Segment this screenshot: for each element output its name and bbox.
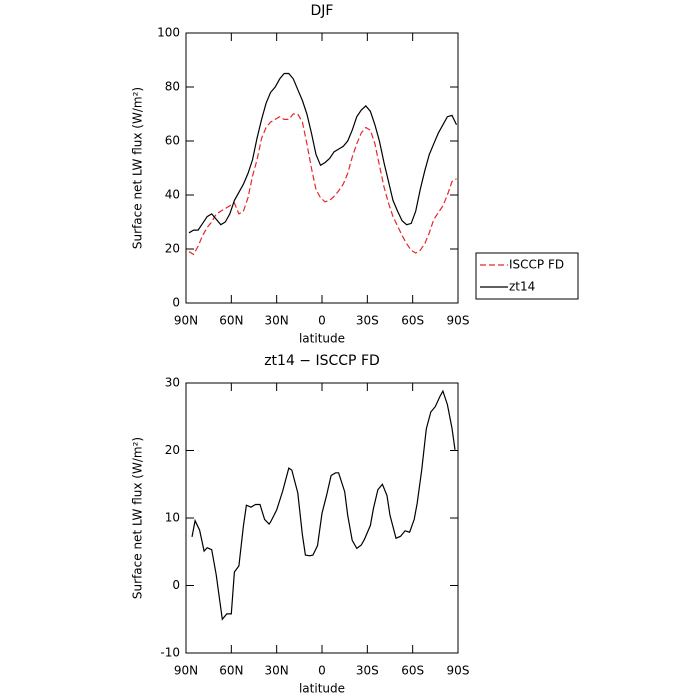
x-tick-label: 60S: [401, 664, 424, 678]
y-tick-label: 0: [172, 296, 180, 310]
y-tick-label: 30: [165, 376, 180, 390]
x-tick-label: 60N: [219, 664, 243, 678]
x-tick-label: 30S: [356, 314, 379, 328]
y-axis-label: Surface net LW flux (W/m²): [131, 87, 145, 249]
x-tick-label: 0: [318, 314, 326, 328]
y-tick-label: 0: [172, 578, 180, 592]
x-tick-label: 60N: [219, 314, 243, 328]
x-tick-label: 90S: [447, 664, 470, 678]
x-tick-label: 30N: [265, 664, 289, 678]
y-tick-label: 20: [165, 443, 180, 457]
y-tick-label: 10: [165, 511, 180, 525]
series-line: [191, 389, 456, 621]
y-tick-label: 60: [165, 134, 180, 148]
y-tick-label: -10: [160, 646, 180, 660]
legend-box: [475, 252, 579, 300]
y-tick-label: 40: [165, 188, 180, 202]
x-tick-label: 0: [318, 664, 326, 678]
x-tick-label: 90N: [174, 664, 198, 678]
y-tick-label: 20: [165, 242, 180, 256]
x-tick-label: 30S: [356, 664, 379, 678]
series-line: [188, 72, 458, 234]
y-axis-label: Surface net LW flux (W/m²): [131, 437, 145, 599]
x-tick-label: 60S: [401, 314, 424, 328]
x-axis-label: latitude: [299, 682, 345, 696]
y-tick-label: 100: [157, 26, 180, 40]
y-tick-label: 80: [165, 80, 180, 94]
series-line: [188, 113, 457, 256]
chart-title: zt14 − ISCCP FD: [264, 353, 380, 369]
x-tick-label: 30N: [265, 314, 289, 328]
x-tick-label: 90N: [174, 314, 198, 328]
plot-frame: [185, 32, 459, 304]
legend-label: ISCCP FD: [509, 258, 564, 272]
x-tick-label: 90S: [447, 314, 470, 328]
chart-title: DJF: [311, 3, 334, 19]
plot-frame: [185, 382, 459, 654]
x-axis-label: latitude: [299, 332, 345, 346]
legend-label: zt14: [509, 280, 535, 294]
